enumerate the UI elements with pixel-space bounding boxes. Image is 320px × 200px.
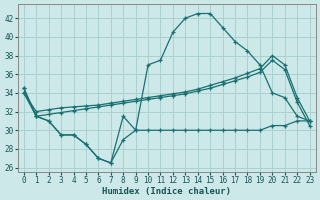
X-axis label: Humidex (Indice chaleur): Humidex (Indice chaleur) [102,187,231,196]
